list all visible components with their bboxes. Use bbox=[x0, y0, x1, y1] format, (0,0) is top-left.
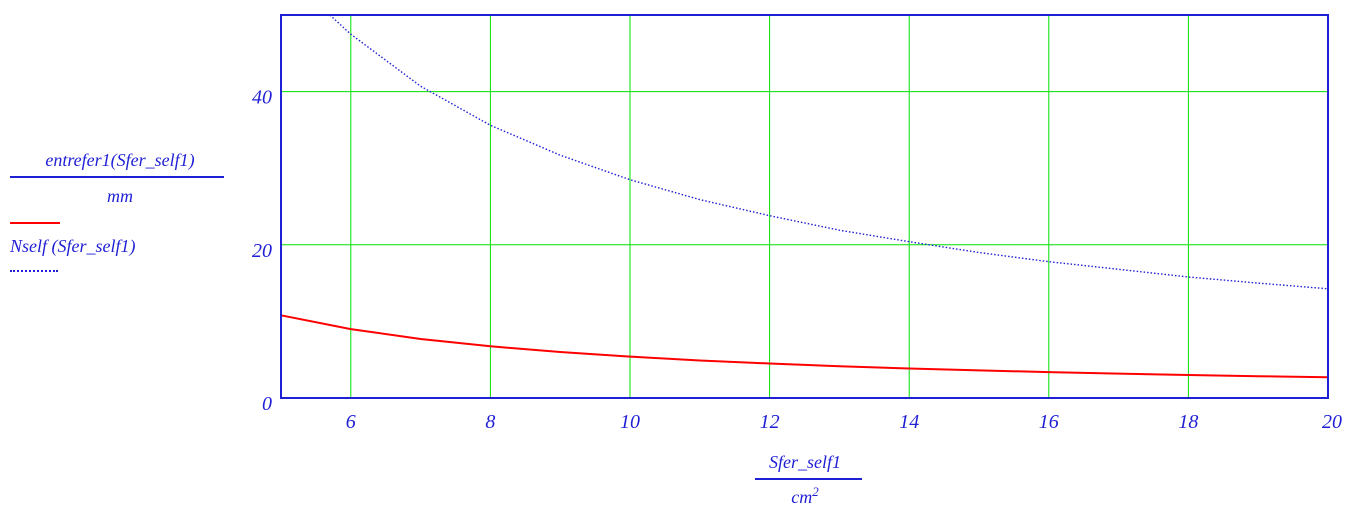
plot-frame bbox=[280, 14, 1329, 399]
x-label-denominator-exp: 2 bbox=[812, 484, 819, 499]
x-label-fraction-bar bbox=[755, 478, 862, 480]
x-label-denominator-base: cm bbox=[791, 487, 813, 507]
x-tick-label-4: 14 bbox=[899, 411, 919, 433]
legend-label-series-2: Nself (Sfer_self1) bbox=[10, 236, 136, 256]
y-label-fraction-bar bbox=[10, 176, 224, 178]
x-tick-label-5: 16 bbox=[1039, 411, 1059, 433]
series bbox=[280, 14, 1329, 379]
y-tick-label-1: 20 bbox=[252, 240, 272, 262]
series-line-1 bbox=[280, 314, 1329, 379]
x-tick-label-2: 10 bbox=[620, 411, 640, 433]
tick-labels: 6 8 10 12 14 16 18 20 0 20 40 bbox=[252, 87, 1342, 433]
series-line-2 bbox=[329, 14, 1329, 290]
y-label-denominator: mm bbox=[107, 186, 133, 206]
legend-line-series-2 bbox=[10, 270, 58, 272]
y-tick-label-2: 40 bbox=[252, 87, 272, 109]
y-label-numerator: entrefer1(Sfer_self1) bbox=[45, 150, 195, 170]
x-tick-label-3: 12 bbox=[760, 411, 780, 433]
x-tick-label-1: 8 bbox=[485, 411, 495, 433]
legend-line-series-1 bbox=[10, 222, 60, 224]
y-tick-label-0: 0 bbox=[262, 393, 272, 415]
x-label-numerator: Sfer_self1 bbox=[769, 452, 841, 472]
x-tick-label-0: 6 bbox=[346, 411, 356, 433]
x-tick-label-6: 18 bbox=[1178, 411, 1198, 433]
x-label-denominator: cm2 bbox=[740, 484, 870, 508]
x-tick-label-7: 20 bbox=[1322, 411, 1342, 433]
